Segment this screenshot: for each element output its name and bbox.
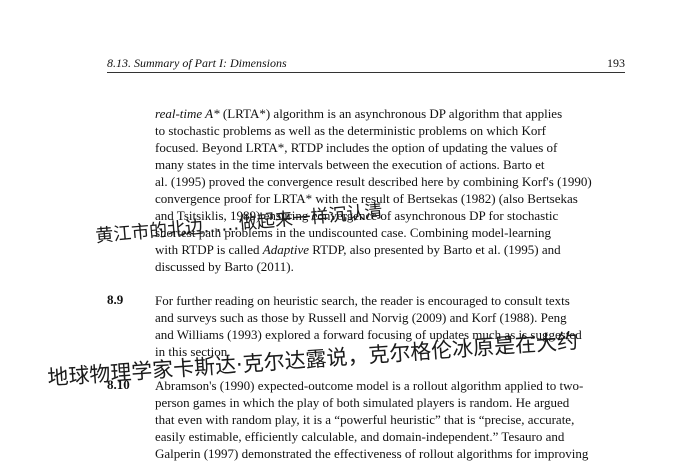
text-line: Galperin (1997) demonstrated the effecti… — [155, 446, 589, 461]
text-line: convergence proof for LRTA* with the res… — [155, 191, 578, 206]
paragraph-rtdp: real-time A* (LRTA*) algorithm is an asy… — [155, 105, 623, 275]
header-rule — [107, 72, 625, 73]
note-number: 8.10 — [107, 377, 130, 392]
text-line: Abramson's (1990) expected-outcome model… — [155, 378, 584, 393]
text-line: easily estimable, efficiently calculable… — [155, 429, 565, 444]
text-line: discussed by Barto (2011). — [155, 259, 294, 274]
text-line: shortest path problems in the undiscount… — [155, 225, 552, 240]
paragraph-heuristic-search: For further reading on heuristic search,… — [155, 292, 623, 360]
paragraph-rollout: Abramson's (1990) expected-outcome model… — [155, 377, 623, 462]
text-line: that even with random play, it is a “pow… — [155, 412, 575, 427]
text-line: with RTDP is called Adaptive RTDP, also … — [155, 242, 561, 257]
text-line: in this section. — [155, 344, 231, 359]
text-line: real-time A* (LRTA*) algorithm is an asy… — [155, 106, 563, 121]
note-number: 8.9 — [107, 292, 124, 307]
text-line: and Williams (1993) explored a forward f… — [155, 327, 582, 342]
running-header: 8.13. Summary of Part I: Dimensions 193 — [107, 56, 625, 72]
text-line: many states in the time intervals betwee… — [155, 157, 545, 172]
section-title: 8.13. Summary of Part I: Dimensions — [107, 56, 287, 70]
text-line: person games in which the play of both s… — [155, 395, 570, 410]
text-line: and Tsitsiklis, 1989) ensuring convergen… — [155, 208, 559, 223]
text-line: and surveys such as those by Russell and… — [155, 310, 567, 325]
text-line: al. (1995) proved the convergence result… — [155, 174, 592, 189]
text-line: focused. Beyond LRTA*, RTDP includes the… — [155, 140, 558, 155]
page-number: 193 — [607, 56, 625, 70]
text-line: For further reading on heuristic search,… — [155, 293, 570, 308]
text-line: to stochastic problems as well as the de… — [155, 123, 546, 138]
